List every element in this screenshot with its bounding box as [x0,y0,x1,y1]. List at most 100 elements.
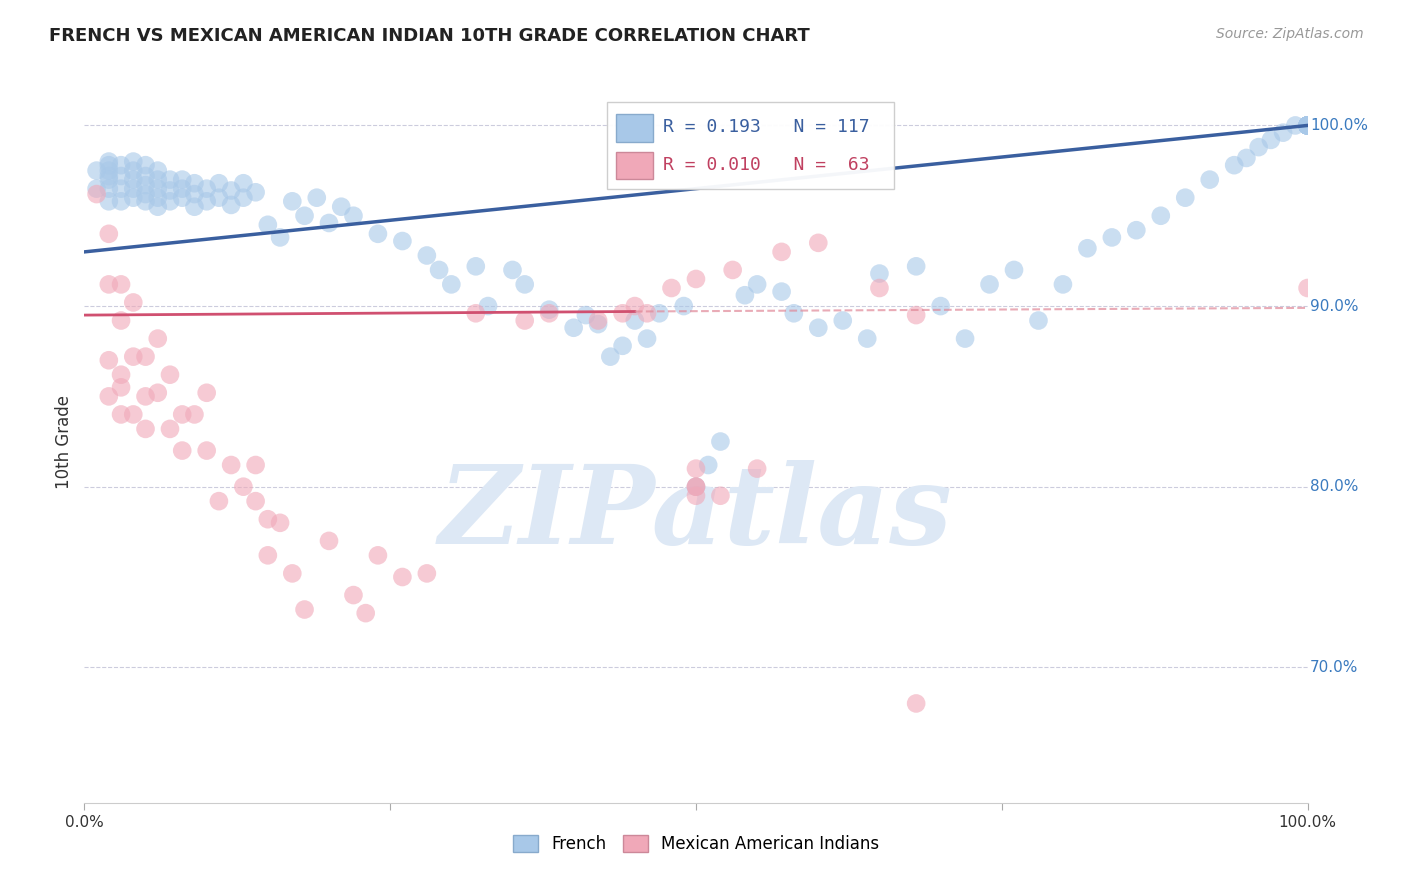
Point [97,172,120,186]
Text: 100.0%: 100.0% [1310,118,1368,133]
Point [624,313,647,327]
Point [122,191,145,205]
Point [1223,158,1246,172]
Point [513,313,536,327]
Point [159,172,181,186]
Point [709,489,731,503]
Point [1076,241,1098,255]
Point [672,299,695,313]
Point [502,263,524,277]
Point [97,389,120,403]
Point [159,422,181,436]
Point [172,408,194,422]
Point [110,158,132,172]
Point [513,277,536,292]
Point [219,198,242,212]
Point [195,443,218,458]
Point [869,281,891,295]
Point [1296,119,1319,133]
Point [747,461,769,475]
Point [97,163,120,178]
Point [464,306,486,320]
Point [856,332,879,346]
Point [219,184,242,198]
Point [172,191,194,205]
Point [538,306,561,320]
Point [648,306,671,320]
Point [440,277,463,292]
Point [1296,119,1319,133]
Point [367,227,389,241]
Point [929,299,952,313]
Point [1028,313,1050,327]
Point [97,181,120,195]
Point [416,248,439,262]
Point [905,260,928,274]
Point [172,181,194,195]
Point [391,234,413,248]
Point [1296,119,1319,133]
Point [135,350,157,364]
Point [86,181,108,195]
Point [269,516,291,530]
Point [624,299,647,313]
Point [97,169,120,183]
Point [612,339,634,353]
Point [1125,223,1147,237]
Point [869,267,891,281]
Point [122,408,145,422]
Point [122,350,145,364]
Y-axis label: 10th Grade: 10th Grade [55,394,73,489]
Point [734,288,756,302]
Point [146,332,169,346]
Point [427,263,450,277]
Point [538,302,561,317]
Point [97,158,120,172]
Point [257,549,280,563]
Point [122,295,145,310]
Point [208,494,231,508]
Point [1296,119,1319,133]
Point [122,181,145,195]
Point [110,368,132,382]
Point [110,313,132,327]
Point [294,602,316,616]
Point [245,186,267,200]
Point [122,154,145,169]
Point [1174,191,1197,205]
Point [159,368,181,382]
Point [97,353,120,368]
Point [1272,126,1295,140]
Text: 70.0%: 70.0% [1310,660,1358,675]
Point [122,163,145,178]
Point [1247,140,1270,154]
Point [1150,209,1173,223]
Point [195,194,218,209]
Point [110,181,132,195]
Bar [616,152,654,179]
Point [575,308,598,322]
Point [330,200,353,214]
Point [721,263,744,277]
Point [146,200,169,214]
Point [146,163,169,178]
Point [1296,119,1319,133]
Point [1198,172,1220,186]
Point [208,176,231,190]
Text: R = 0.010   N =  63: R = 0.010 N = 63 [664,156,869,174]
Point [318,533,340,548]
Point [294,209,316,223]
Point [770,244,793,259]
Point [135,389,157,403]
Point [807,235,830,250]
Point [685,480,707,494]
Point [122,172,145,186]
Point [97,227,120,241]
Point [464,260,486,274]
Point [159,194,181,209]
Point [97,277,120,292]
Point [709,434,731,449]
Point [636,306,658,320]
Text: Source: ZipAtlas.com: Source: ZipAtlas.com [1216,27,1364,41]
Point [135,178,157,192]
